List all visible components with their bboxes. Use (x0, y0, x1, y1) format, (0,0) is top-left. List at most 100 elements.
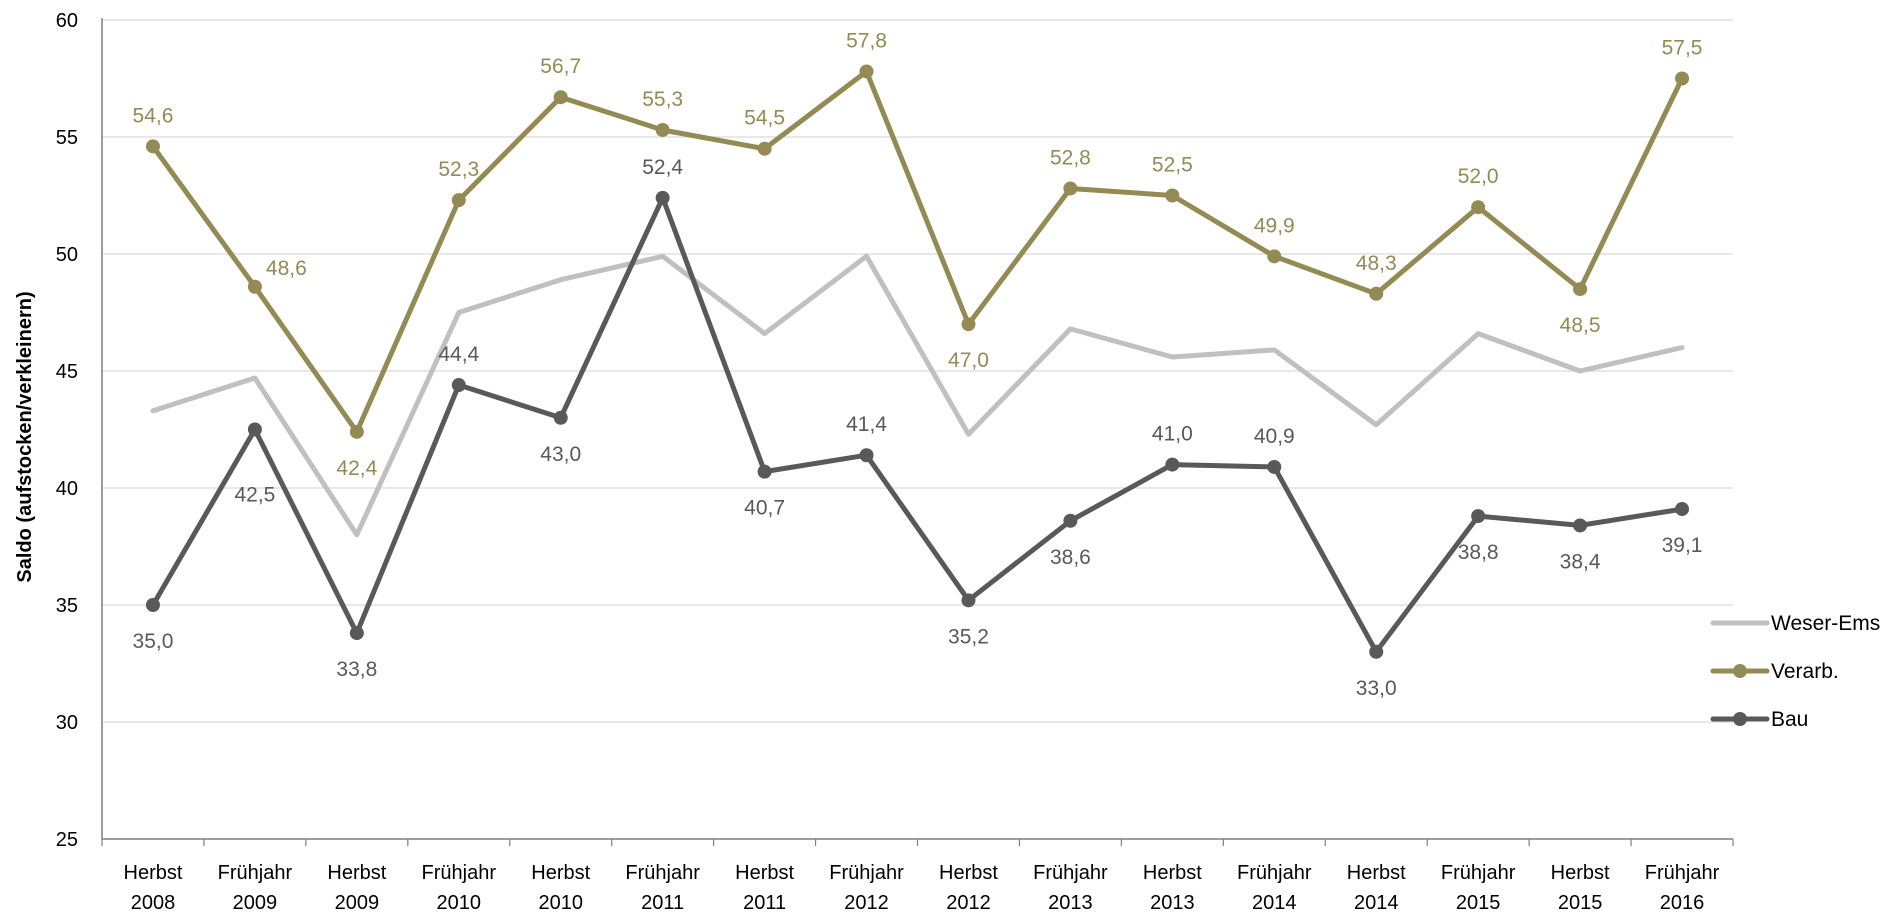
x-tick-label: Frühjahr 2015 (1441, 862, 1516, 914)
x-tick-label: Herbst 2008 (124, 862, 183, 914)
x-tick-label: Frühjahr 2012 (829, 862, 904, 914)
y-axis-label: Saldo (aufstocken/verkleinern) (14, 291, 36, 582)
data-label-bau: 39,1 (1662, 534, 1703, 557)
data-label-verarb: 52,5 (1152, 154, 1193, 177)
x-tick-label: Herbst 2014 (1347, 862, 1406, 914)
data-label-bau: 42,5 (234, 484, 275, 507)
data-label-verarb: 52,0 (1458, 165, 1499, 188)
x-tick-label: Herbst 2010 (531, 862, 590, 914)
data-point-verarb (1267, 249, 1282, 264)
legend: Weser-Ems Verarb. Bau (1710, 612, 1880, 731)
legend-label: Weser-Ems (1771, 612, 1880, 635)
data-point-bau (757, 464, 772, 479)
data-label-verarb: 48,5 (1560, 314, 1601, 337)
data-label-bau: 43,0 (540, 443, 581, 466)
data-point-verarb (859, 64, 874, 79)
data-label-verarb: 54,6 (133, 104, 174, 127)
data-labels: 54,6 48,6 42,4 52,3 56,7 55,3 54,5 57,8 47,0 52,8… (133, 29, 1703, 699)
y-tick-label: 60 (56, 10, 78, 32)
data-point-bau (349, 626, 364, 641)
data-point-verarb (451, 193, 466, 208)
data-label-verarb: 57,8 (846, 29, 887, 52)
data-point-bau (553, 410, 568, 425)
data-point-bau (1675, 502, 1690, 517)
data-point-bau (1573, 518, 1588, 533)
data-point-bau (961, 593, 976, 608)
series-line-weser-ems (150, 253, 1685, 538)
data-label-bau: 35,0 (133, 630, 174, 653)
data-label-verarb: 56,7 (540, 55, 581, 78)
data-label-bau: 40,9 (1254, 425, 1295, 448)
data-point-verarb (1573, 282, 1588, 297)
x-tick-label: Frühjahr 2014 (1237, 862, 1312, 914)
data-point-verarb (961, 317, 976, 332)
y-tick-label: 55 (56, 127, 78, 149)
data-point-bau (1369, 644, 1384, 659)
data-label-bau: 35,2 (948, 625, 989, 648)
x-tick-label: Herbst 2009 (327, 862, 386, 914)
data-label-bau: 44,4 (438, 343, 479, 366)
y-tick-labels: 25 30 35 40 45 50 55 60 (56, 10, 78, 851)
data-point-verarb (655, 122, 670, 137)
data-label-verarb: 49,9 (1254, 214, 1295, 237)
y-tick-label: 50 (56, 244, 78, 266)
data-label-verarb: 48,3 (1356, 252, 1397, 275)
data-label-bau: 38,4 (1560, 550, 1601, 573)
data-label-verarb: 52,8 (1050, 146, 1091, 169)
legend-marker (1733, 712, 1747, 726)
y-tick-label: 35 (56, 595, 78, 617)
data-label-verarb: 55,3 (642, 88, 683, 111)
data-point-verarb (553, 90, 568, 105)
data-point-verarb (1165, 188, 1180, 203)
data-label-verarb: 42,4 (336, 457, 377, 480)
data-label-verarb: 52,3 (438, 158, 479, 181)
data-label-bau: 41,4 (846, 413, 887, 436)
y-tick-label: 30 (56, 712, 78, 734)
data-label-verarb: 48,6 (266, 257, 307, 280)
data-label-bau: 33,0 (1356, 677, 1397, 700)
x-tick-labels: Herbst 2008 Frühjahr 2009 Herbst 2009 Frühjahr… (124, 862, 1720, 914)
x-tick-label: Frühjahr 2010 (422, 862, 497, 914)
data-point-verarb (1675, 71, 1690, 86)
data-point-bau (145, 598, 160, 612)
series-line-verarb (150, 69, 1685, 435)
data-label-verarb: 57,5 (1662, 37, 1703, 60)
data-label-bau: 40,7 (744, 497, 785, 520)
data-label-bau: 33,8 (336, 658, 377, 681)
data-point-verarb (1471, 200, 1486, 215)
y-tick-label: 40 (56, 478, 78, 500)
x-tick-label: Herbst 2015 (1551, 862, 1610, 914)
data-label-bau: 38,6 (1050, 546, 1091, 569)
data-point-bau (1165, 457, 1180, 472)
y-tick-label: 25 (56, 829, 78, 851)
y-tick-label: 45 (56, 361, 78, 383)
data-point-bau (655, 190, 670, 205)
legend-label: Verarb. (1771, 660, 1839, 683)
data-point-verarb (145, 139, 160, 154)
axes (101, 18, 1734, 846)
data-point-bau (859, 448, 874, 463)
data-point-verarb (757, 141, 772, 156)
gridlines (102, 19, 1733, 723)
x-tick-label: Herbst 2013 (1143, 862, 1202, 914)
data-point-bau (451, 378, 466, 393)
x-tick-label: Herbst 2012 (939, 862, 998, 914)
legend-label: Bau (1771, 708, 1808, 731)
data-point-bau (247, 422, 262, 437)
x-tick-label: Frühjahr 2011 (625, 862, 700, 914)
data-point-verarb (247, 279, 262, 294)
data-point-bau (1063, 513, 1078, 528)
data-point-bau (1267, 459, 1282, 474)
x-tick-label: Frühjahr 2009 (218, 862, 293, 914)
x-tick-label: Frühjahr 2016 (1645, 862, 1720, 914)
data-point-verarb (1063, 181, 1078, 196)
data-point-bau (1471, 509, 1486, 524)
data-point-verarb (1369, 286, 1384, 301)
data-label-verarb: 54,5 (744, 107, 785, 130)
data-label-bau: 38,8 (1458, 541, 1499, 564)
x-tick-label: Herbst 2011 (735, 862, 794, 914)
legend-marker (1733, 664, 1747, 678)
data-label-bau: 52,4 (642, 156, 683, 179)
